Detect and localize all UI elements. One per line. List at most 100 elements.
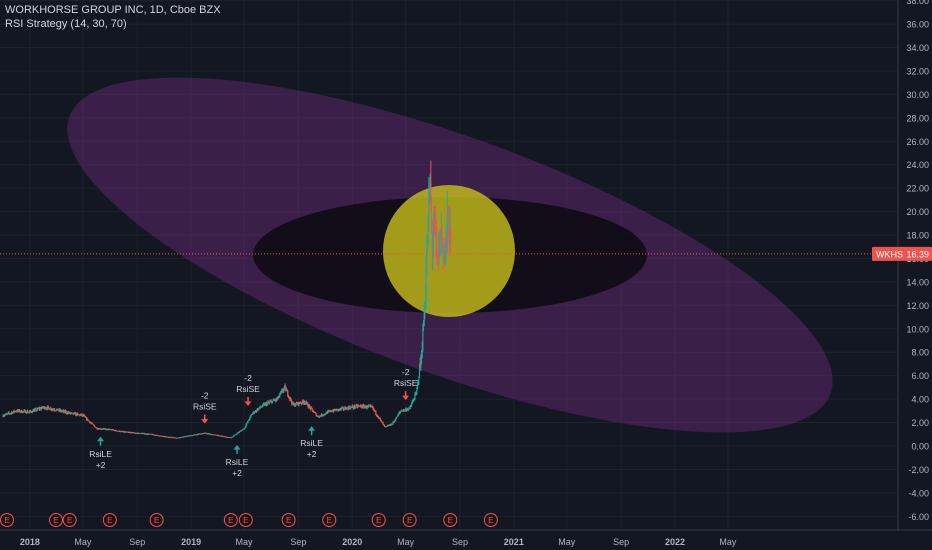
candle-body bbox=[28, 411, 30, 413]
candle-body bbox=[128, 432, 130, 433]
candle-body bbox=[181, 436, 183, 438]
candle-body bbox=[185, 436, 187, 437]
candle-body bbox=[160, 435, 162, 437]
candle-body bbox=[274, 400, 276, 401]
candle-body bbox=[271, 401, 273, 403]
earnings-label: E bbox=[286, 516, 291, 525]
candle-body bbox=[317, 415, 319, 417]
candle-body bbox=[134, 433, 136, 434]
candle-body bbox=[120, 431, 122, 433]
y-tick-label: 22.00 bbox=[906, 184, 929, 194]
candle-body bbox=[258, 408, 260, 410]
earnings-icon[interactable] bbox=[322, 513, 337, 527]
candle-body bbox=[95, 427, 97, 429]
candle-body bbox=[109, 429, 111, 430]
candle-body bbox=[346, 407, 348, 409]
candle-body bbox=[189, 435, 191, 437]
candle-body bbox=[371, 406, 373, 408]
candle-body bbox=[283, 388, 285, 391]
candle-body bbox=[230, 437, 232, 439]
x-axis[interactable]: 2018 May Sep 2019 May Sep 2020 May Sep 2021 May Sep… bbox=[0, 529, 932, 547]
candle-body bbox=[101, 429, 103, 430]
candle-body bbox=[370, 405, 372, 407]
candle-body bbox=[177, 437, 179, 439]
candle-body bbox=[61, 411, 63, 413]
y-tick-label: 12.00 bbox=[906, 301, 929, 311]
candle-body bbox=[333, 409, 335, 412]
candle-body bbox=[238, 432, 240, 434]
candle-body bbox=[115, 430, 117, 431]
candle-body bbox=[13, 410, 15, 412]
candle-body bbox=[408, 407, 410, 409]
candle-body bbox=[23, 410, 25, 412]
candle-body bbox=[185, 436, 187, 437]
x-tick-label: Sep bbox=[129, 537, 145, 547]
signal-label: RsiSE bbox=[236, 384, 260, 394]
candle-body bbox=[145, 433, 147, 435]
earnings-icon[interactable] bbox=[402, 513, 417, 527]
candle-body bbox=[321, 414, 323, 417]
candle-body bbox=[288, 397, 290, 398]
candle-body bbox=[48, 406, 50, 409]
candle-body bbox=[99, 428, 101, 430]
candle-body bbox=[15, 411, 17, 413]
candle-body bbox=[63, 410, 65, 412]
candle-body bbox=[148, 434, 150, 435]
candle-body bbox=[164, 436, 166, 438]
candle-body bbox=[380, 419, 382, 421]
candle-body bbox=[225, 436, 227, 438]
candle-body bbox=[30, 411, 32, 413]
candle-body bbox=[334, 409, 336, 411]
candle-body bbox=[306, 402, 308, 404]
earnings-icon[interactable] bbox=[48, 513, 63, 527]
candle-body bbox=[259, 407, 261, 409]
candle-body bbox=[338, 409, 340, 411]
candle-body bbox=[72, 412, 74, 415]
y-tick-label: 4.00 bbox=[911, 395, 929, 405]
earnings-icon[interactable] bbox=[238, 513, 253, 527]
candle-body bbox=[407, 409, 409, 411]
earnings-icon[interactable] bbox=[371, 513, 386, 527]
earnings-icon[interactable] bbox=[443, 513, 458, 527]
candle-body bbox=[248, 419, 250, 421]
candle-body bbox=[32, 410, 34, 413]
candle-body bbox=[118, 430, 120, 432]
candle-body bbox=[358, 405, 360, 407]
candle-body bbox=[190, 435, 192, 437]
candle-body bbox=[378, 417, 380, 419]
earnings-icon[interactable] bbox=[102, 513, 117, 527]
candle-body bbox=[116, 430, 118, 432]
candle-body bbox=[103, 428, 105, 430]
candle-body bbox=[322, 415, 324, 416]
candle-body bbox=[410, 405, 412, 407]
candle-body bbox=[395, 418, 397, 421]
candle-body bbox=[442, 244, 444, 259]
earnings-icon[interactable] bbox=[149, 513, 164, 527]
earnings-icon[interactable] bbox=[281, 513, 296, 527]
candle-body bbox=[391, 423, 393, 425]
candle-body bbox=[4, 414, 6, 416]
candle-body bbox=[97, 429, 99, 430]
indicator-title[interactable]: RSI Strategy (14, 30, 70) bbox=[5, 18, 127, 30]
candle-body bbox=[18, 409, 20, 411]
candle-body bbox=[409, 406, 411, 408]
candle-body bbox=[264, 403, 266, 406]
candle-body bbox=[137, 433, 139, 434]
candle-body bbox=[28, 411, 30, 413]
y-axis[interactable]: -6.00 -4.00 -2.00 0.00 2.00 4.00 6.00 8.00 10.00… bbox=[897, 0, 929, 530]
candle-body bbox=[325, 412, 327, 415]
earnings-icon[interactable] bbox=[0, 513, 14, 527]
candle-body bbox=[430, 203, 432, 226]
candle-body bbox=[339, 408, 341, 410]
candle-body bbox=[444, 255, 446, 258]
candle-body bbox=[216, 435, 218, 436]
earnings-icon[interactable] bbox=[223, 513, 238, 527]
earnings-icon[interactable] bbox=[62, 513, 77, 527]
earnings-icon[interactable] bbox=[483, 513, 498, 527]
candle-body bbox=[375, 411, 377, 415]
candle-body bbox=[15, 411, 17, 413]
candle-body bbox=[152, 434, 154, 436]
candle-body bbox=[85, 417, 87, 418]
candle-body bbox=[373, 409, 375, 410]
